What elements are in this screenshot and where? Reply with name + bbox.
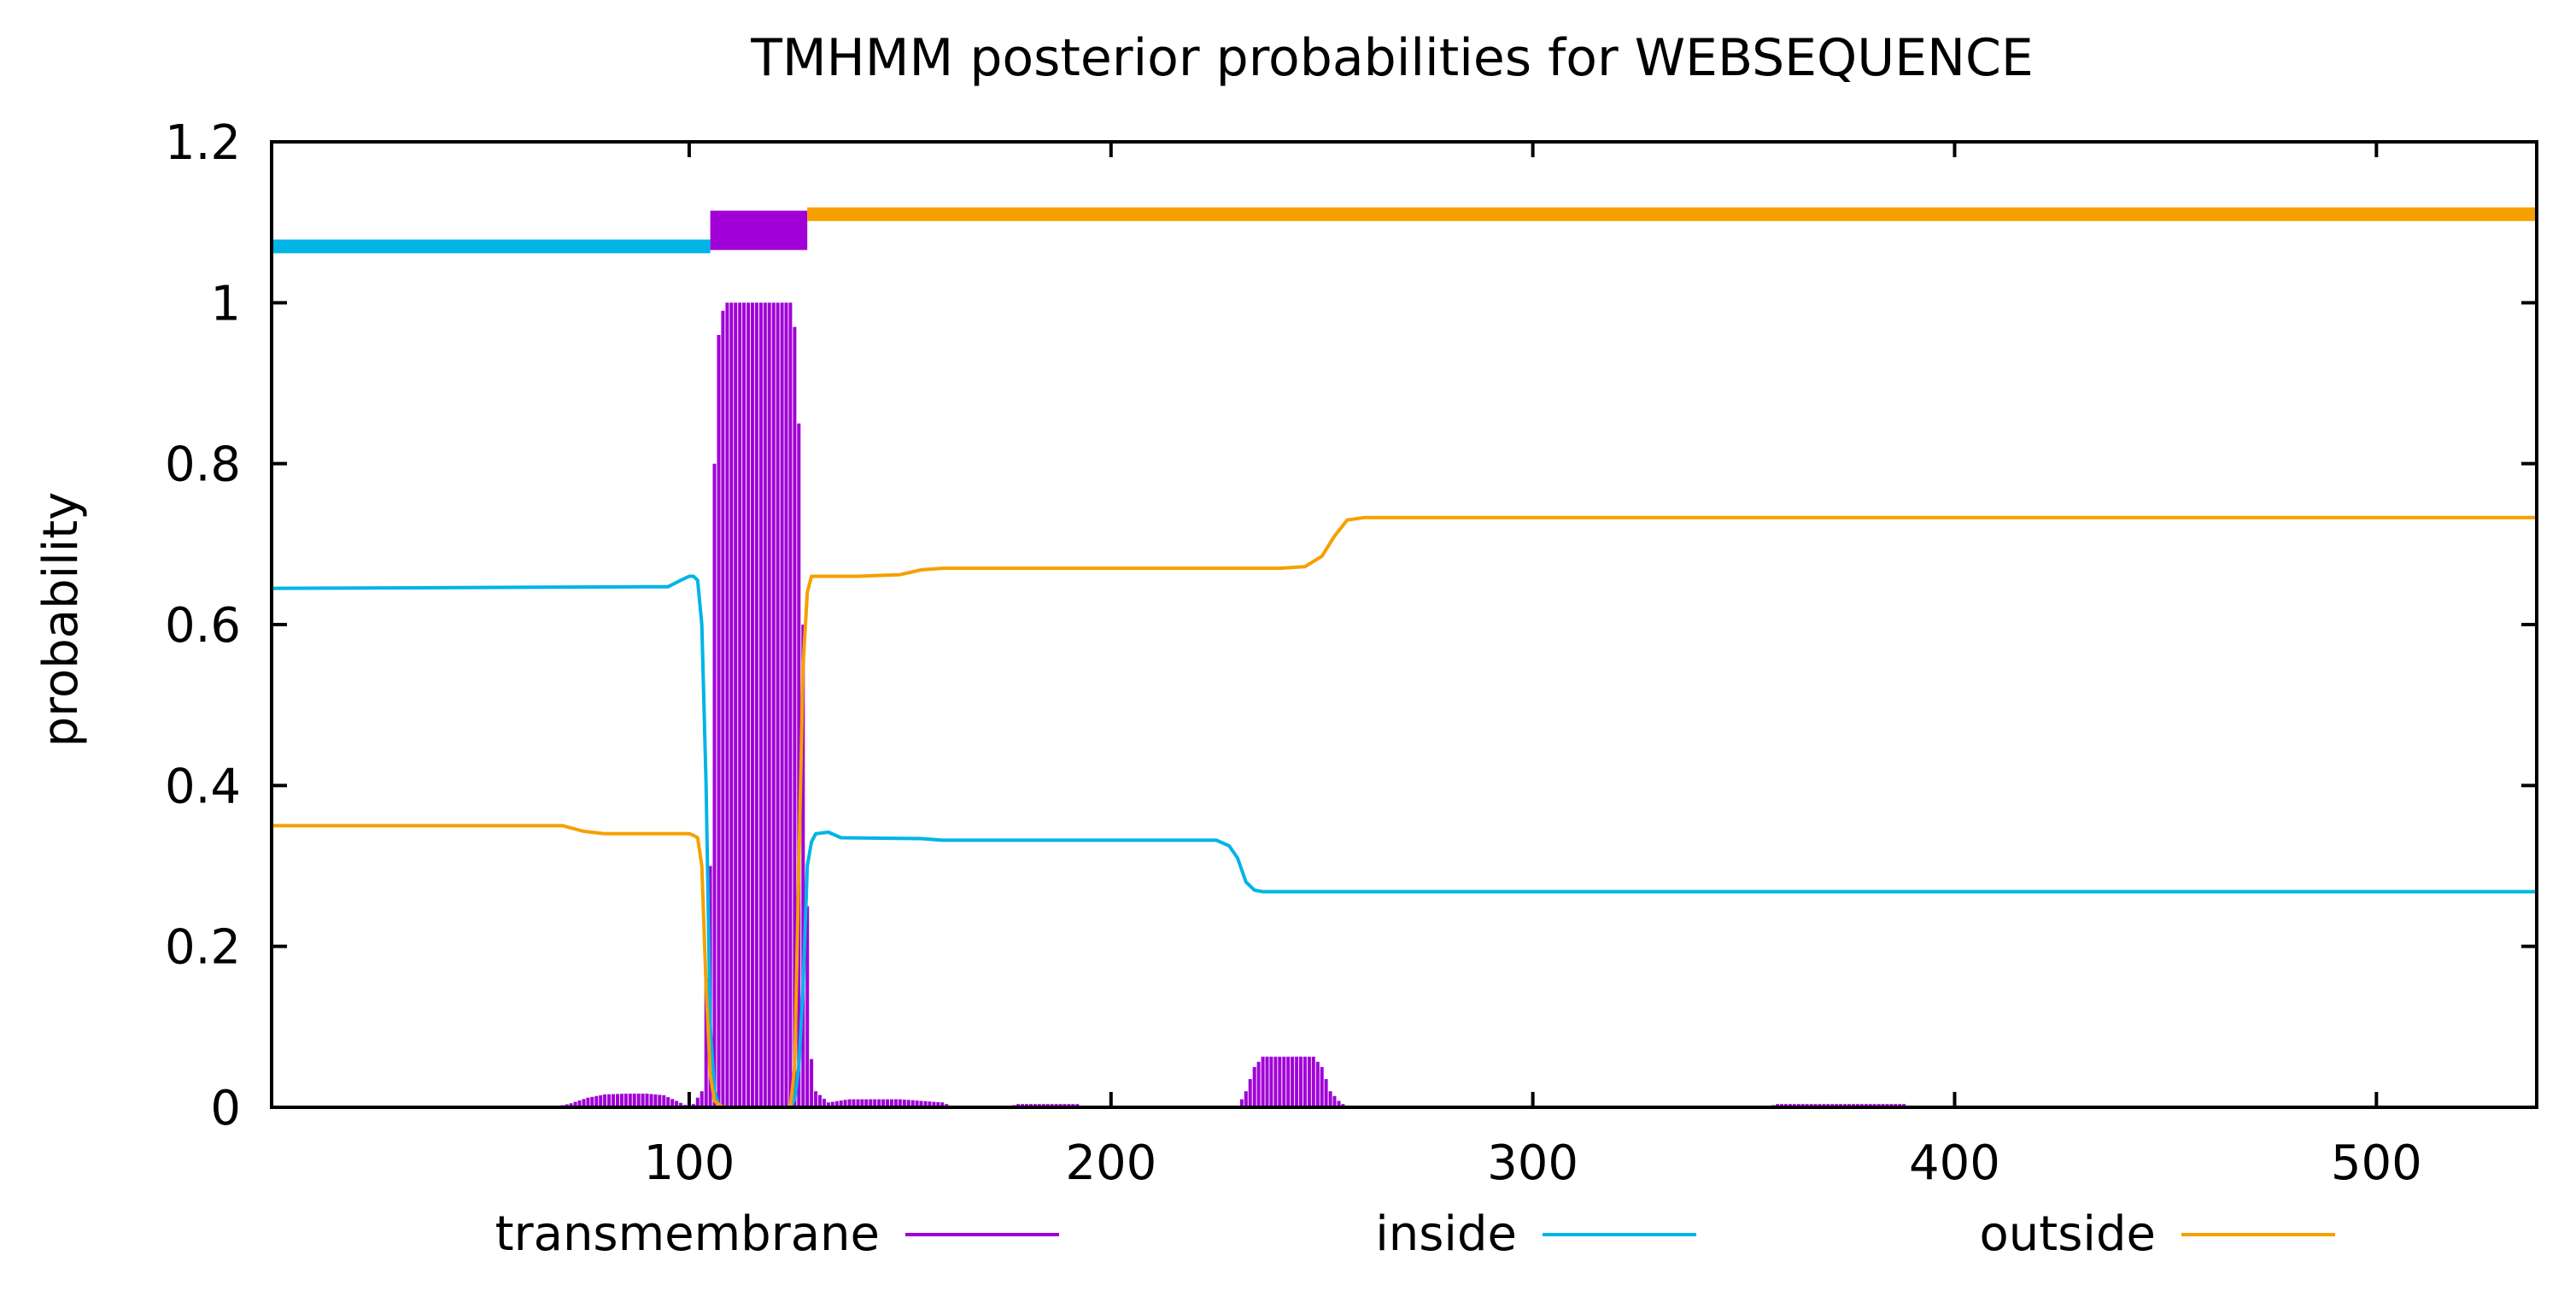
y-tick-label: 0.8 <box>165 437 241 493</box>
series-line-outside <box>272 515 2537 1109</box>
legend-label-transmembrane: transmembrane <box>495 1206 880 1262</box>
legend-label-outside: outside <box>1980 1206 2156 1262</box>
y-tick-label: 0.4 <box>165 759 241 814</box>
y-axis-title: probability <box>33 492 89 748</box>
y-tick-label: 1 <box>210 276 241 332</box>
legend: transmembrane inside outside <box>495 1206 2335 1262</box>
topology-segment-outside <box>807 207 2538 221</box>
x-tick-label: 200 <box>1065 1135 1156 1191</box>
x-tick-label: 400 <box>1909 1135 2000 1191</box>
topology-bar <box>272 207 2538 254</box>
y-tick-label: 0.2 <box>165 920 241 976</box>
plot-frame <box>270 140 2538 1109</box>
topology-segment-transmembrane <box>710 210 808 250</box>
chart-title: TMHMM posterior probabilities for WEBSEQ… <box>750 28 2034 88</box>
topology-segment-inside <box>272 239 711 254</box>
x-tick-label: 100 <box>643 1135 735 1191</box>
series-layer <box>271 302 2537 1109</box>
y-tick-label: 1.2 <box>165 115 241 171</box>
series-line-inside <box>271 574 2537 1109</box>
x-tick-label: 300 <box>1487 1135 1578 1191</box>
series-transmembrane <box>556 302 1911 1107</box>
x-axis: 100 200 300 400 500 <box>643 142 2422 1191</box>
y-tick-label: 0.6 <box>165 598 241 654</box>
y-axis: 0 0.2 0.4 0.6 0.8 1 1.2 <box>165 115 2537 1136</box>
legend-label-inside: inside <box>1375 1206 1517 1262</box>
y-tick-label: 0 <box>210 1081 241 1136</box>
x-tick-label: 500 <box>2331 1135 2422 1191</box>
